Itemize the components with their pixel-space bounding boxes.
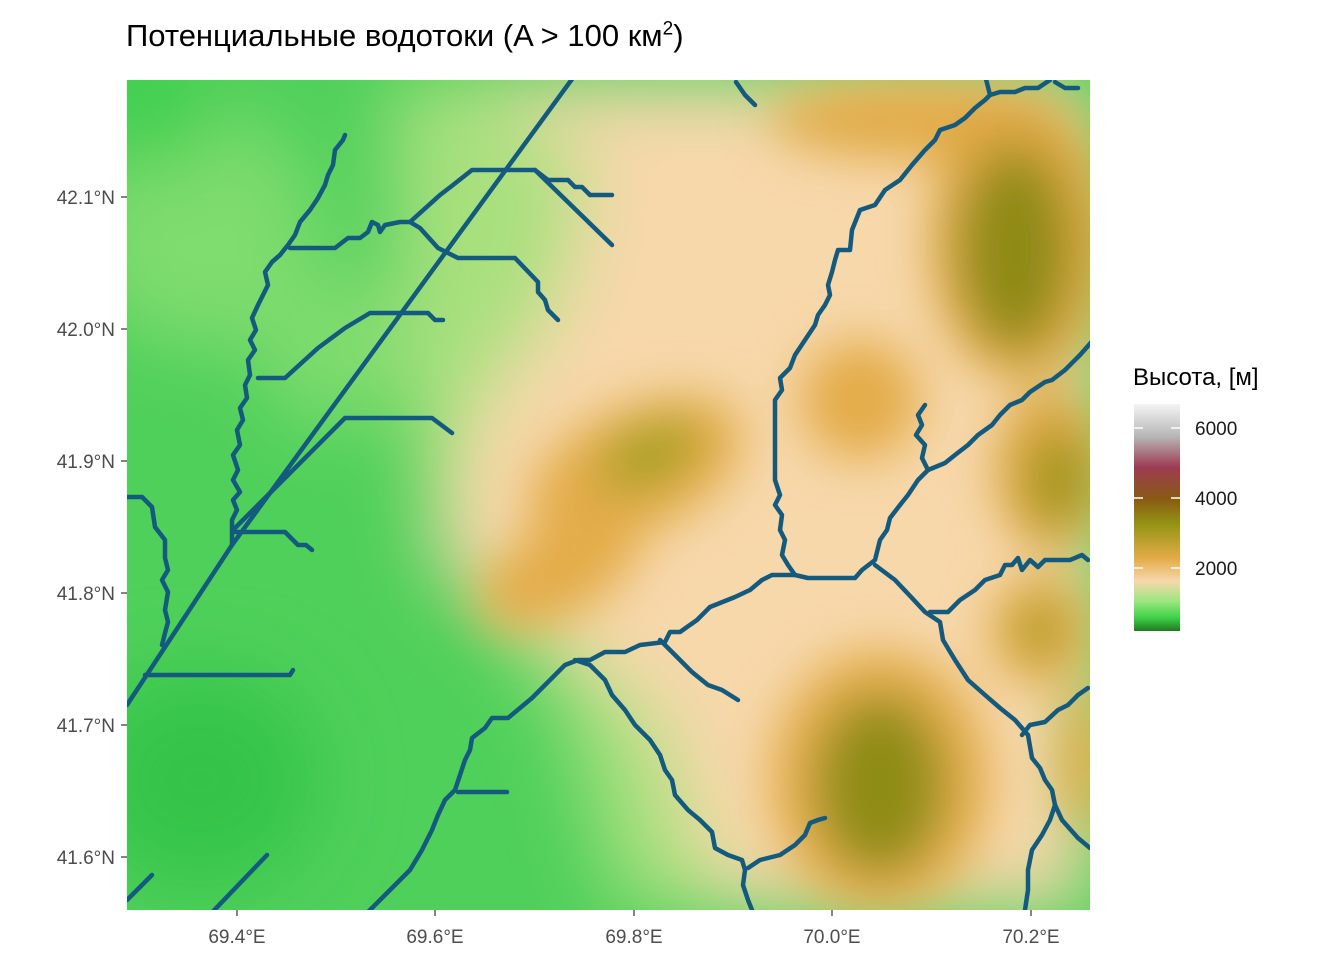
map-title: Потенциальные водотоки (A > 100 км2) — [126, 18, 684, 54]
stream-line — [211, 852, 270, 910]
y-tick-label: 41.6°N — [57, 848, 115, 869]
stream-line — [657, 637, 741, 703]
x-tick-label: 70.0°E — [803, 927, 860, 948]
stream-line — [229, 132, 348, 548]
y-tick-label: 42.0°N — [57, 320, 115, 341]
legend-colorbar — [1134, 404, 1180, 631]
legend-tick-label: 6000 — [1195, 419, 1237, 440]
x-tick-label: 69.6°E — [406, 927, 463, 948]
stream-line — [745, 815, 828, 871]
x-tick-label: 69.8°E — [605, 927, 662, 948]
stream-line — [983, 80, 993, 98]
stream-line — [127, 872, 155, 903]
stream-line — [1022, 802, 1058, 910]
legend: Высота, [м] 6000 4000 2000 — [1133, 364, 1259, 631]
y-tick-label: 41.9°N — [57, 452, 115, 473]
stream-line — [230, 415, 455, 533]
title-text: Потенциальные водотоки (A > 100 км — [126, 18, 663, 53]
stream-line — [232, 529, 315, 553]
y-tick-label: 41.8°N — [57, 584, 115, 605]
stream-line — [255, 310, 446, 381]
stream-line — [127, 494, 171, 648]
axis-ticks — [121, 196, 1032, 916]
stream-line — [1052, 80, 1081, 91]
stream-line — [287, 219, 561, 323]
legend-tick-label: 2000 — [1195, 559, 1237, 580]
x-axis-labels: 69.4°E 69.6°E 69.8°E 70.0°E 70.2°E — [208, 927, 1059, 948]
stream-line — [733, 80, 758, 108]
stream-line — [772, 80, 1053, 578]
elevation-raster — [127, 80, 1090, 910]
y-axis-labels: 42.1°N 42.0°N 41.9°N 41.8°N 41.7°N 41.6°… — [57, 188, 115, 869]
stream-line — [927, 552, 1090, 615]
x-tick-label: 70.2°E — [1002, 927, 1059, 948]
stream-line — [913, 402, 931, 473]
stream-line — [366, 340, 1090, 910]
stream-line — [142, 667, 296, 678]
title-superscript: 2 — [662, 18, 674, 40]
stream-line — [872, 562, 1090, 851]
y-tick-label: 42.1°N — [57, 188, 115, 209]
stream-line — [1019, 685, 1090, 738]
stream-network — [127, 80, 1090, 910]
x-tick-label: 69.4°E — [208, 927, 265, 948]
legend-tick-label: 4000 — [1195, 489, 1237, 510]
title-close: ) — [673, 18, 684, 53]
legend-title: Высота, [м] — [1133, 364, 1259, 391]
stream-line — [572, 657, 755, 910]
y-tick-label: 41.7°N — [57, 716, 115, 737]
stream-line — [532, 167, 615, 248]
